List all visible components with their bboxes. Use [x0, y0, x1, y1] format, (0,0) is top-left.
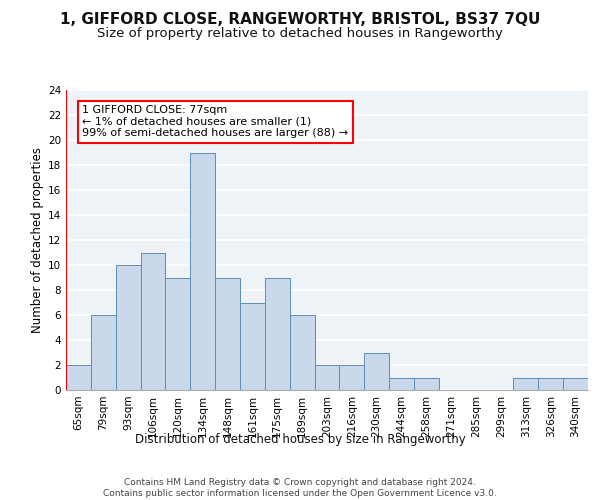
Bar — [265, 278, 290, 390]
Text: Size of property relative to detached houses in Rangeworthy: Size of property relative to detached ho… — [97, 28, 503, 40]
Bar — [314, 365, 340, 390]
Bar — [514, 378, 538, 390]
Bar — [290, 315, 314, 390]
Bar — [563, 378, 588, 390]
Y-axis label: Number of detached properties: Number of detached properties — [31, 147, 44, 333]
Bar — [166, 278, 190, 390]
Bar — [215, 278, 240, 390]
Bar — [91, 315, 116, 390]
Bar — [190, 152, 215, 390]
Text: 1, GIFFORD CLOSE, RANGEWORTHY, BRISTOL, BS37 7QU: 1, GIFFORD CLOSE, RANGEWORTHY, BRISTOL, … — [60, 12, 540, 28]
Bar — [364, 352, 389, 390]
Bar — [389, 378, 414, 390]
Bar — [140, 252, 166, 390]
Text: Distribution of detached houses by size in Rangeworthy: Distribution of detached houses by size … — [134, 432, 466, 446]
Text: 1 GIFFORD CLOSE: 77sqm
← 1% of detached houses are smaller (1)
99% of semi-detac: 1 GIFFORD CLOSE: 77sqm ← 1% of detached … — [82, 105, 348, 138]
Bar — [66, 365, 91, 390]
Text: Contains HM Land Registry data © Crown copyright and database right 2024.
Contai: Contains HM Land Registry data © Crown c… — [103, 478, 497, 498]
Bar — [240, 302, 265, 390]
Bar — [414, 378, 439, 390]
Bar — [538, 378, 563, 390]
Bar — [116, 265, 140, 390]
Bar — [340, 365, 364, 390]
